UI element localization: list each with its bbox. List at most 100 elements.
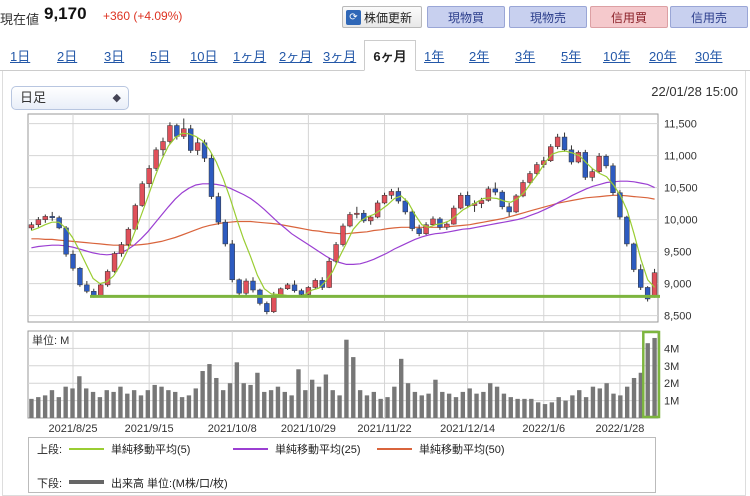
candle-up xyxy=(354,212,360,215)
tab-10y[interactable]: 10年 xyxy=(603,49,631,64)
candle-down xyxy=(264,303,270,313)
price-tick-label: 10,000 xyxy=(664,215,698,227)
candle-up xyxy=(444,223,450,228)
volume-bar xyxy=(97,397,103,418)
volume-bar xyxy=(453,397,459,418)
volume-bar xyxy=(467,388,472,418)
volume-bar xyxy=(255,372,260,418)
volume-bar xyxy=(631,377,637,418)
volume-bar xyxy=(173,391,178,418)
tab-6m[interactable]: 6ヶ月 xyxy=(364,40,416,71)
candle-down xyxy=(631,243,637,270)
volume-bar xyxy=(29,398,34,418)
volume-bar xyxy=(494,386,500,418)
tab-5y[interactable]: 5年 xyxy=(561,49,582,64)
candle-up xyxy=(98,284,104,297)
candle-period-select[interactable]: 日足 ◆ xyxy=(11,86,129,110)
candle-down xyxy=(603,155,609,167)
cash-sell-button[interactable]: 現物売 xyxy=(509,6,587,28)
candle-down xyxy=(610,165,616,193)
candle-up xyxy=(520,182,526,197)
candle-down xyxy=(582,152,588,178)
volume-bar xyxy=(446,393,452,418)
volume-bar xyxy=(323,374,329,418)
volume-bar xyxy=(111,391,116,418)
tab-20y[interactable]: 20年 xyxy=(649,49,677,64)
tab-2d[interactable]: 2日 xyxy=(57,49,78,64)
price-tick-label: 10,500 xyxy=(664,183,698,195)
volume-bar xyxy=(193,388,198,418)
ma5-line xyxy=(31,132,656,298)
tab-1d[interactable]: 1日 xyxy=(10,49,31,64)
volume-bar xyxy=(392,386,397,418)
volume-bar xyxy=(611,393,616,418)
price-label: 現在値 xyxy=(0,12,40,27)
volume-bar xyxy=(234,362,240,418)
candle-up xyxy=(554,136,561,147)
volume-bar xyxy=(597,388,602,418)
candle-up xyxy=(374,202,381,218)
candle-down xyxy=(70,253,76,269)
cash-buy-button[interactable]: 現物買 xyxy=(427,6,505,28)
volume-bar xyxy=(364,395,370,418)
refresh-price-button[interactable]: ⟳ 株価更新 xyxy=(342,6,422,28)
volume-bar xyxy=(604,383,609,418)
volume-bar xyxy=(529,398,534,418)
volume-bar xyxy=(138,395,144,418)
volume-bar xyxy=(309,379,315,418)
volume-bar xyxy=(220,390,226,418)
candle-up xyxy=(104,271,111,286)
candle-up xyxy=(651,272,658,297)
margin-buy-button[interactable]: 信用買 xyxy=(590,6,668,28)
volume-bar xyxy=(385,397,390,418)
tab-1m[interactable]: 1ヶ月 xyxy=(233,49,267,64)
tab-10d[interactable]: 10日 xyxy=(190,49,218,64)
tab-2y[interactable]: 2年 xyxy=(469,49,490,64)
candle-up xyxy=(153,149,159,169)
volume-bar xyxy=(440,391,445,418)
volume-bar xyxy=(125,393,130,418)
tab-3y[interactable]: 3年 xyxy=(515,49,536,64)
ma25-line xyxy=(31,180,655,265)
candle-up xyxy=(368,216,374,222)
candle-down xyxy=(638,269,644,288)
volume-bar xyxy=(501,393,507,418)
volume-bar xyxy=(542,404,548,418)
volume-bar xyxy=(556,397,561,418)
candle-down xyxy=(464,195,471,206)
tab-5d[interactable]: 5日 xyxy=(150,49,171,64)
candle-up xyxy=(596,155,602,172)
candle-up xyxy=(243,280,249,294)
volume-tick-label: 4M xyxy=(664,343,679,355)
candle-down xyxy=(298,290,305,295)
volume-bar xyxy=(316,386,322,418)
tab-3d[interactable]: 3日 xyxy=(104,49,125,64)
volume-bar xyxy=(200,371,205,418)
candle-down xyxy=(49,216,55,218)
volume-bar xyxy=(351,357,356,418)
volume-bar xyxy=(42,395,48,418)
volume-bar xyxy=(303,390,308,418)
margin-sell-button[interactable]: 信用売 xyxy=(670,6,748,28)
volume-bar xyxy=(49,390,55,418)
price-tick-label: 11,500 xyxy=(664,119,697,131)
volume-bar xyxy=(515,398,520,418)
tab-30y[interactable]: 30年 xyxy=(695,49,723,64)
chart-timestamp: 22/01/28 15:00 xyxy=(651,84,738,99)
volume-bar xyxy=(522,398,527,418)
tab-3m[interactable]: 3ヶ月 xyxy=(323,49,357,64)
legend-volume-swatch xyxy=(69,480,104,484)
candle-up xyxy=(333,244,339,262)
candle-up xyxy=(589,171,595,178)
tab-1y[interactable]: 1年 xyxy=(424,49,445,64)
volume-bar xyxy=(63,386,68,418)
candle-down xyxy=(617,192,623,218)
candle-up xyxy=(139,183,145,206)
price-tick-label: 9,000 xyxy=(664,279,692,291)
candle-up xyxy=(42,216,48,220)
volume-bar xyxy=(207,364,212,418)
volume-bar xyxy=(344,339,349,418)
tab-2m[interactable]: 2ヶ月 xyxy=(279,49,313,64)
x-tick-label: 2021/9/15 xyxy=(125,423,174,435)
x-tick-label: 2022/1/6 xyxy=(522,423,565,435)
